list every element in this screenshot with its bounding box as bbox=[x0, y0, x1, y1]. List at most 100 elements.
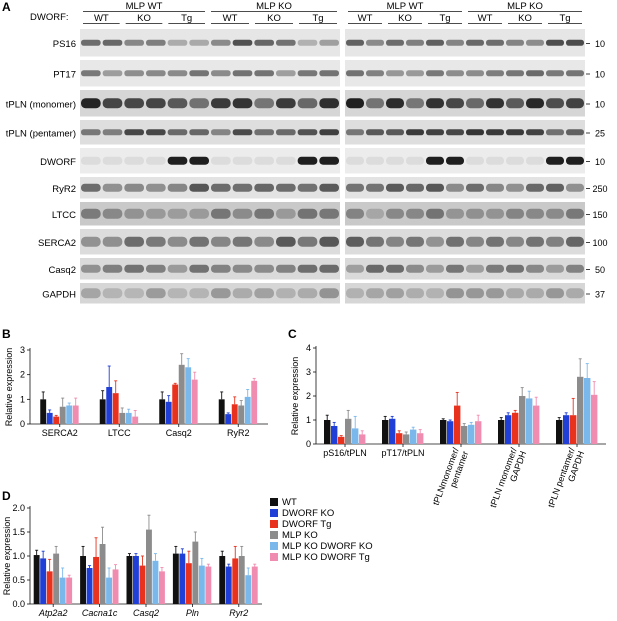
blot-band bbox=[254, 98, 274, 109]
bar-chart-c: 0 1 2 3 4 Relative expression pS16/tPLN pT17/tP… bbox=[290, 343, 606, 513]
western-blot-panel: DWORF: MLP WT WT KO Tg MLP KO WT KO Tg MLP WT WT K… bbox=[6, 1, 608, 304]
x-tick-label: RyR2 bbox=[227, 428, 250, 438]
bar bbox=[563, 415, 570, 444]
blot-mw-label: 10 bbox=[595, 39, 605, 49]
bar bbox=[526, 398, 533, 444]
blot-band bbox=[124, 208, 144, 219]
blot-band bbox=[446, 264, 464, 273]
blot-band bbox=[426, 39, 444, 46]
blot-band bbox=[102, 236, 123, 247]
bar bbox=[382, 420, 389, 444]
blot-band bbox=[386, 70, 404, 77]
blot-band bbox=[366, 129, 384, 136]
blot-band bbox=[232, 39, 253, 46]
blot-band bbox=[406, 129, 424, 136]
bar bbox=[338, 436, 345, 444]
bar bbox=[53, 553, 60, 604]
blot-band bbox=[124, 156, 144, 165]
x-tick-label: Casq2 bbox=[133, 608, 159, 618]
blot-band bbox=[466, 98, 484, 109]
blot-band bbox=[526, 129, 544, 136]
blot-band bbox=[124, 183, 144, 192]
blot-strip bbox=[345, 120, 585, 145]
bar bbox=[396, 433, 403, 444]
blot-band bbox=[506, 39, 524, 46]
blot-band bbox=[466, 208, 484, 219]
blot-band bbox=[406, 70, 424, 77]
blot-mw-label: 50 bbox=[595, 265, 605, 275]
blot-band bbox=[446, 98, 464, 109]
blot-band bbox=[297, 39, 318, 46]
blot-mw-label: 10 bbox=[595, 157, 605, 167]
blot-sub-label: KO bbox=[518, 13, 532, 24]
y-tick-label: 1.5 bbox=[12, 527, 25, 537]
blot-strip bbox=[345, 177, 585, 199]
bar bbox=[238, 556, 245, 604]
blot-band bbox=[366, 236, 384, 247]
blot-mw-label: 150 bbox=[592, 210, 607, 220]
blot-band bbox=[406, 264, 424, 273]
blot-strip bbox=[80, 29, 340, 57]
y-tick-label: 1 bbox=[20, 394, 25, 404]
blot-row-label: Casq2 bbox=[49, 265, 76, 276]
y-tick-label: 0 bbox=[20, 419, 25, 429]
blot-band bbox=[211, 236, 231, 247]
y-tick-label: 2 bbox=[20, 370, 25, 380]
blot-band bbox=[386, 264, 404, 273]
blot-band bbox=[81, 129, 101, 136]
blot-band bbox=[232, 236, 253, 247]
blot-band bbox=[346, 156, 364, 165]
blot-band bbox=[211, 288, 231, 299]
blot-band bbox=[276, 208, 296, 219]
bar bbox=[106, 387, 113, 424]
blot-band bbox=[366, 264, 384, 273]
blot-band bbox=[189, 208, 209, 219]
panel-letter-b: B bbox=[2, 327, 11, 341]
blot-band bbox=[466, 236, 484, 247]
blot-band bbox=[546, 70, 564, 77]
blot-band bbox=[81, 236, 101, 247]
panel-letter-d: D bbox=[2, 489, 11, 503]
bar bbox=[152, 560, 159, 604]
blot-band bbox=[346, 129, 364, 136]
blot-band bbox=[319, 39, 339, 46]
blot-band bbox=[167, 98, 188, 109]
blot-band bbox=[426, 98, 444, 109]
blot-band bbox=[146, 98, 166, 109]
blot-band bbox=[254, 288, 274, 299]
blot-band bbox=[366, 156, 384, 165]
blot-band bbox=[486, 70, 504, 77]
blot-band bbox=[566, 156, 584, 165]
blot-sub-label: WT bbox=[478, 13, 493, 24]
blot-band bbox=[297, 183, 318, 192]
blot-band bbox=[346, 98, 364, 109]
blot-band bbox=[146, 70, 166, 77]
blot-band bbox=[426, 264, 444, 273]
x-tick-label: pT17/tPLN bbox=[381, 448, 424, 458]
blot-band bbox=[506, 156, 524, 165]
bar bbox=[570, 415, 577, 444]
blot-band bbox=[486, 39, 504, 46]
blot-band bbox=[406, 183, 424, 192]
blot-band bbox=[466, 129, 484, 136]
blot-band bbox=[546, 183, 564, 192]
bar bbox=[191, 379, 198, 424]
blot-band bbox=[211, 264, 231, 273]
x-tick-label: tPLN pentamer/GAPDH bbox=[546, 446, 587, 513]
bar bbox=[231, 404, 238, 424]
blot-band bbox=[81, 39, 101, 46]
blot-band bbox=[526, 288, 544, 299]
blot-band bbox=[486, 208, 504, 219]
blot-mw-label: 25 bbox=[595, 129, 605, 139]
blot-sub-label: Tg bbox=[181, 13, 192, 24]
blot-group-title: MLP KO bbox=[256, 1, 292, 12]
bar bbox=[159, 571, 165, 604]
blot-band bbox=[426, 183, 444, 192]
blot-sub-label: WT bbox=[223, 13, 238, 24]
y-tick-label: 3 bbox=[306, 367, 311, 377]
blot-band bbox=[566, 129, 584, 136]
blot-band bbox=[446, 208, 464, 219]
blot-band bbox=[297, 70, 318, 77]
